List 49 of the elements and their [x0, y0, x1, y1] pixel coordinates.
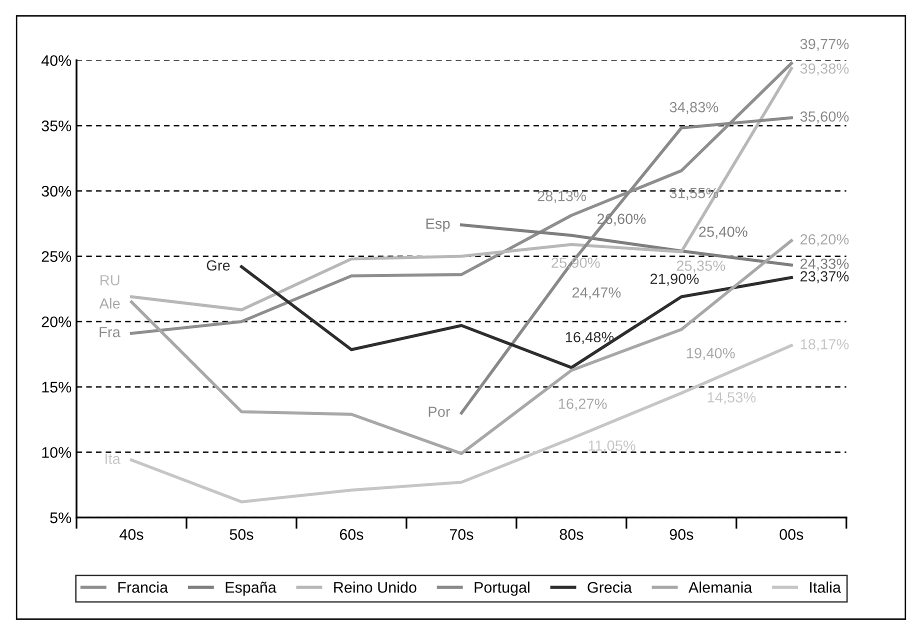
x-tick-label: 00s [780, 529, 804, 540]
y-tick-label: 20% [42, 316, 72, 328]
data-label: 34,83% [670, 102, 718, 114]
data-label: 39,38% [800, 63, 849, 76]
x-tick-label: 50s [230, 529, 254, 540]
annotation: RU [100, 275, 120, 286]
data-label: 23,37% [800, 271, 849, 284]
data-label: 35,60% [800, 111, 849, 124]
x-tick-label: 70s [450, 529, 474, 540]
data-label: 16,27% [558, 398, 607, 411]
y-tick-label: 10% [42, 447, 72, 458]
data-label: 21,90% [650, 274, 699, 286]
y-tick-label: 35% [42, 120, 72, 132]
annotation: Fra [100, 327, 120, 338]
data-label: 25,35% [676, 260, 726, 273]
legend-label: Francia [118, 582, 168, 593]
legend-label: Italia [810, 582, 841, 593]
y-tick-label: 5% [50, 512, 72, 524]
x-tick-label: 60s [340, 529, 364, 540]
data-label: 19,40% [686, 348, 735, 360]
x-tick-label: 90s [670, 529, 694, 540]
data-label: 16,48% [566, 332, 614, 344]
data-label: 24,33% [800, 258, 849, 271]
data-label: 11,05% [588, 440, 636, 452]
line-series [130, 344, 793, 504]
legend-label: Portugal [474, 582, 530, 596]
data-label: 28,13% [538, 190, 586, 203]
legend-label: Alemania [688, 582, 752, 593]
y-tick-label: 30% [42, 186, 72, 197]
annotation: Por [428, 406, 450, 417]
y-tick-label: 40% [41, 55, 72, 66]
data-label: 39,77% [800, 38, 849, 51]
y-tick-label: 15% [42, 382, 72, 393]
y-tick-label: 25% [42, 251, 72, 262]
data-label: 14,53% [708, 392, 756, 404]
line-series [130, 239, 793, 456]
annotation: Esp [426, 218, 450, 232]
annotation: Ita [106, 454, 120, 464]
legend-label: Reino Unido [334, 582, 416, 593]
x-tick-label: 40s [120, 529, 144, 540]
data-label: 25,40% [699, 226, 748, 239]
legend-label: Grecia [588, 582, 632, 593]
data-label: 24,47% [572, 287, 621, 300]
data-label: 26,20% [800, 234, 849, 246]
annotation: Gre [206, 260, 230, 271]
x-tick-label: 80s [560, 529, 584, 540]
annotation: Ale [99, 298, 120, 309]
legend-label: España [226, 582, 276, 596]
data-label: 18,17% [800, 339, 849, 352]
